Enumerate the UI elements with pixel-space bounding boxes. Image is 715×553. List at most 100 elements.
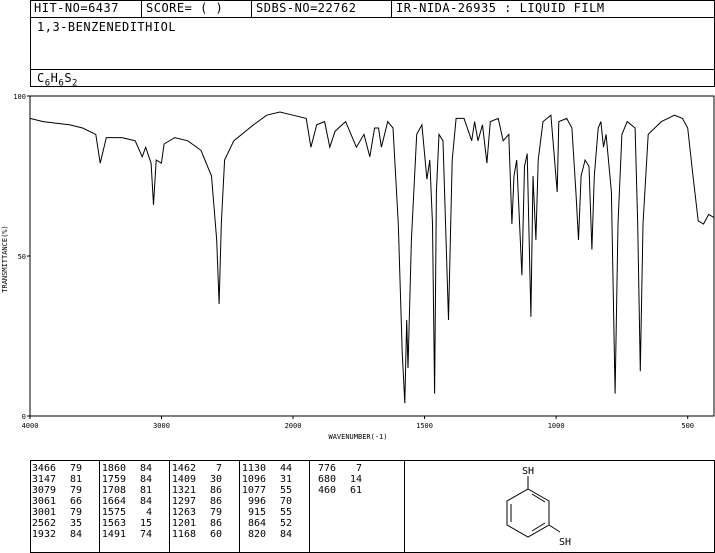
header: HIT-NO=6437 SCORE= ( ) SDBS-NO=22762 IR-… [30, 0, 715, 18]
y-axis: 0 50 100 [13, 93, 30, 421]
x-tick-label: 1000 [548, 422, 565, 430]
peak-table: 3466 79 3147 81 3079 79 3061 66 3001 79 2562 35 1932… [30, 460, 405, 553]
peak-wavenumber: 1263 [171, 507, 196, 518]
y-tick-label: 100 [13, 93, 26, 101]
peak-transmittance: 84 [69, 529, 82, 540]
ir-spectrum-chart: 0 50 100 4000 3000 2000 1500 1000 500 WAVENUMBE… [1, 93, 715, 441]
formula-subscript: 6 [44, 78, 51, 89]
formula-subscript: 6 [58, 78, 65, 89]
peak-wavenumber: 1409 [171, 474, 196, 485]
peak-transmittance: 79 [209, 507, 222, 518]
compound-name-box: 1,3-BENZENEDITHIOL [30, 17, 715, 70]
peak-transmittance: 55 [279, 485, 292, 496]
x-tick-label: 1500 [416, 422, 433, 430]
peak-transmittance: 70 [279, 496, 292, 507]
peak-row: 820 84 [240, 529, 309, 540]
peak-transmittance: 60 [209, 529, 222, 540]
sh-label-bottom: SH [559, 537, 571, 548]
peak-transmittance: 81 [139, 485, 152, 496]
peak-wavenumber: 3079 [31, 485, 56, 496]
peak-transmittance: 66 [69, 496, 82, 507]
x-axis-label: WAVENUMBER(-1) [328, 433, 387, 441]
peak-wavenumber: 1575 [101, 507, 126, 518]
formula-element: S [64, 71, 73, 85]
x-tick-label: 3000 [153, 422, 170, 430]
peak-wavenumber: 1297 [171, 496, 196, 507]
peak-row: 1491 74 [100, 529, 169, 540]
peak-row: 1575 4 [100, 507, 169, 518]
formula-element: H [50, 71, 59, 85]
peak-wavenumber: 1708 [101, 485, 126, 496]
peak-wavenumber: 776 [317, 463, 336, 474]
peak-row: 1860 84 [100, 463, 169, 474]
double-bond-2 [531, 522, 546, 532]
peak-transmittance: 15 [139, 518, 152, 529]
ir-nida: IR-NIDA-26935 : LIQUID FILM [396, 1, 605, 15]
peak-row: 1321 86 [170, 485, 239, 496]
peak-row: 1168 60 [170, 529, 239, 540]
peak-row: 460 61 [310, 485, 374, 496]
peak-row: 1563 15 [100, 518, 169, 529]
peak-row: 915 55 [240, 507, 309, 518]
peak-transmittance: 81 [69, 474, 82, 485]
peak-transmittance: 79 [69, 485, 82, 496]
peak-column: 3466 79 3147 81 3079 79 3061 66 3001 79 2562 35 1932… [30, 460, 100, 553]
x-tick-label: 2000 [285, 422, 302, 430]
peak-row: 1759 84 [100, 474, 169, 485]
peak-wavenumber: 3147 [31, 474, 56, 485]
sdbs-number: SDBS-NO=22762 [252, 0, 392, 17]
peak-wavenumber: 864 [247, 518, 266, 529]
peak-transmittance: 31 [279, 474, 292, 485]
peak-transmittance: 7 [215, 463, 222, 474]
peak-transmittance: 84 [279, 529, 292, 540]
peak-row: 1462 7 [170, 463, 239, 474]
benzene-ring [506, 488, 550, 538]
peak-wavenumber: 996 [247, 496, 266, 507]
peak-row: 864 52 [240, 518, 309, 529]
y-tick-label: 0 [22, 413, 26, 421]
peak-row: 1664 84 [100, 496, 169, 507]
peak-column: 1130 44 1096 31 1077 55 996 70 915 55 864 52 820 84 [240, 460, 310, 553]
compound-name: 1,3-BENZENEDITHIOL [37, 20, 177, 34]
molecular-formula: C6H6S2 [37, 71, 78, 88]
peak-row: 680 14 [310, 474, 374, 485]
peak-row: 3079 79 [30, 485, 99, 496]
y-tick-label: 50 [18, 253, 26, 261]
peak-transmittance: 55 [279, 507, 292, 518]
peak-transmittance: 86 [209, 518, 222, 529]
peak-wavenumber: 1201 [171, 518, 196, 529]
molecule-structure: SH SH [506, 466, 571, 548]
peak-wavenumber: 1664 [101, 496, 126, 507]
peak-transmittance: 7 [355, 463, 362, 474]
peak-transmittance: 86 [209, 485, 222, 496]
peak-row: 1201 86 [170, 518, 239, 529]
peak-row: 3147 81 [30, 474, 99, 485]
peak-wavenumber: 1130 [241, 463, 266, 474]
peak-row: 1263 79 [170, 507, 239, 518]
peak-transmittance: 44 [279, 463, 292, 474]
peak-row: 3061 66 [30, 496, 99, 507]
peak-transmittance: 61 [349, 485, 362, 496]
peak-wavenumber: 915 [247, 507, 266, 518]
peak-wavenumber: 3466 [31, 463, 56, 474]
peak-row: 1409 30 [170, 474, 239, 485]
spectrum-line [29, 111, 715, 404]
peak-wavenumber: 1759 [101, 474, 126, 485]
peak-transmittance: 14 [349, 474, 362, 485]
peak-column: 1462 7 1409 30 1321 86 1297 86 1263 79 1201 86 1168 6… [170, 460, 240, 553]
formula-subscript: 2 [72, 78, 78, 89]
peak-wavenumber: 3061 [31, 496, 56, 507]
peak-wavenumber: 1096 [241, 474, 266, 485]
peak-transmittance: 30 [209, 474, 222, 485]
x-tick-label: 500 [681, 422, 694, 430]
peak-wavenumber: 3001 [31, 507, 56, 518]
double-bond-1 [531, 493, 546, 503]
peak-row: 1708 81 [100, 485, 169, 496]
peak-transmittance: 84 [139, 496, 152, 507]
peak-transmittance: 84 [139, 463, 152, 474]
peak-wavenumber: 820 [247, 529, 266, 540]
peak-row: 3466 79 [30, 463, 99, 474]
peak-wavenumber: 1860 [101, 463, 126, 474]
peak-wavenumber: 1168 [171, 529, 196, 540]
peak-row: 1130 44 [240, 463, 309, 474]
